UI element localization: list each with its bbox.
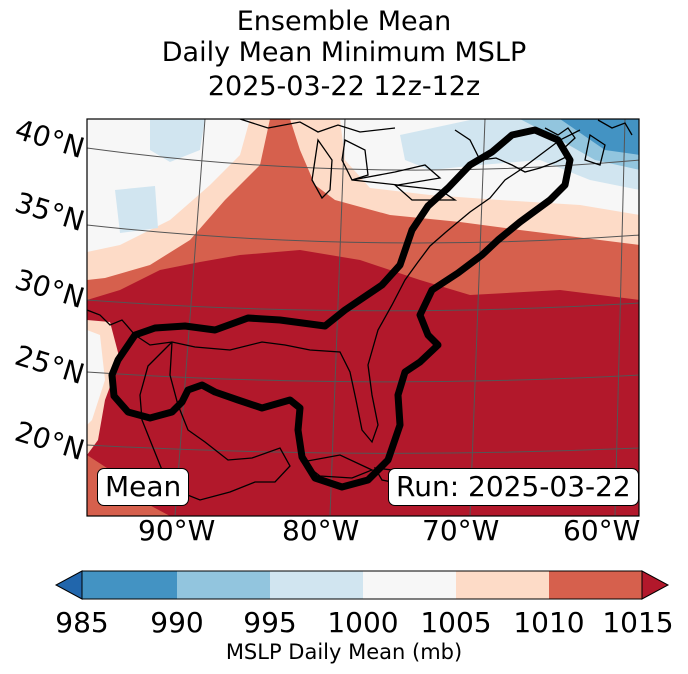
title-line-3: 2025-03-22 12z-12z xyxy=(207,71,481,102)
colorbar-1010-1015 xyxy=(549,571,642,599)
run-date-box: Run: 2025-03-22 xyxy=(388,468,639,506)
colorbar xyxy=(54,570,670,600)
colorbar-tick-995: 995 xyxy=(243,606,297,639)
colorbar-tick-1005: 1005 xyxy=(420,606,492,639)
colorbar-frame xyxy=(81,570,643,600)
map-frame xyxy=(86,118,640,517)
title-line-1: Ensemble Mean xyxy=(236,6,452,37)
lon-label-60w: 60°W xyxy=(563,514,641,547)
colorbar-tick-990: 990 xyxy=(150,606,204,639)
mean-label-box: Mean xyxy=(97,468,190,506)
coastlines xyxy=(87,119,633,501)
colorbar-995-1000 xyxy=(270,571,363,599)
colorbar-tick-985: 985 xyxy=(55,606,109,639)
lon-label-70w: 70°W xyxy=(422,514,500,547)
lon-label-80w: 80°W xyxy=(282,514,360,547)
graticule xyxy=(87,119,639,516)
colorbar-990-995 xyxy=(177,571,270,599)
colorbar-tick-1000: 1000 xyxy=(327,606,399,639)
pressure-field xyxy=(87,119,639,516)
colorbar-tick-1015: 1015 xyxy=(602,606,674,639)
colorbar-tick-1010: 1010 xyxy=(513,606,585,639)
fill-1000-mexico xyxy=(87,330,105,425)
lon-label-90w: 90°W xyxy=(138,514,216,547)
mslp-highlight-outline xyxy=(108,126,574,491)
colorbar-extend-high xyxy=(641,570,670,600)
title-line-2: Daily Mean Minimum MSLP xyxy=(161,37,527,68)
fill-985 xyxy=(560,119,639,155)
colorbar-label: MSLP Daily Mean (mb) xyxy=(225,640,463,664)
colorbar-985-990 xyxy=(82,571,177,599)
colorbar-1000-1005 xyxy=(363,571,456,599)
colorbar-1005-1010 xyxy=(456,571,549,599)
fill-995 xyxy=(115,119,639,233)
colorbar-extend-low xyxy=(54,570,83,600)
